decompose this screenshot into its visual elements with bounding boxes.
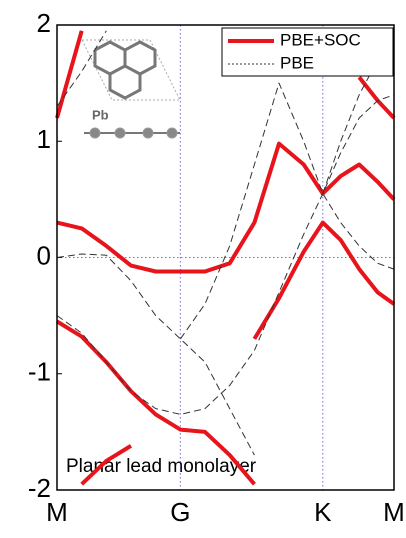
y-tick-label: -2 [28, 473, 51, 503]
legend-box [221, 27, 394, 77]
y-tick-label: 2 [37, 8, 51, 38]
y-tick-label: 0 [37, 240, 51, 270]
inset-hexagon [124, 40, 157, 76]
inset-cell [81, 39, 181, 101]
x-tick-label: K [314, 497, 332, 527]
x-tick-label: M [46, 497, 68, 527]
x-tick-label: M [383, 497, 405, 527]
band-line [252, 220, 396, 340]
legend-label: PBE [280, 53, 314, 72]
inset-atom [114, 127, 126, 139]
band-line [56, 30, 395, 194]
x-tick-label: G [170, 497, 190, 527]
annotation: Planar lead monolayer [66, 456, 257, 477]
y-tick-label: -1 [28, 357, 51, 387]
inset-atom [89, 127, 101, 139]
band-line [56, 94, 395, 415]
band-line [56, 141, 396, 274]
legend-label: PBE+SOC [280, 30, 361, 49]
inset-structure [81, 39, 181, 139]
band-line [80, 444, 133, 486]
band-line [55, 30, 84, 119]
band-line [179, 82, 395, 340]
plot-frame [56, 24, 395, 491]
y-tick-label: 1 [37, 124, 51, 154]
band-line [56, 253, 255, 456]
inset-hexagon [93, 40, 127, 76]
inset-label: Pb [92, 107, 109, 122]
band-line [357, 76, 396, 120]
inset-hexagon [108, 74, 142, 100]
band-line [55, 319, 256, 486]
inset-atom [166, 127, 178, 139]
inset-atom [142, 127, 154, 139]
